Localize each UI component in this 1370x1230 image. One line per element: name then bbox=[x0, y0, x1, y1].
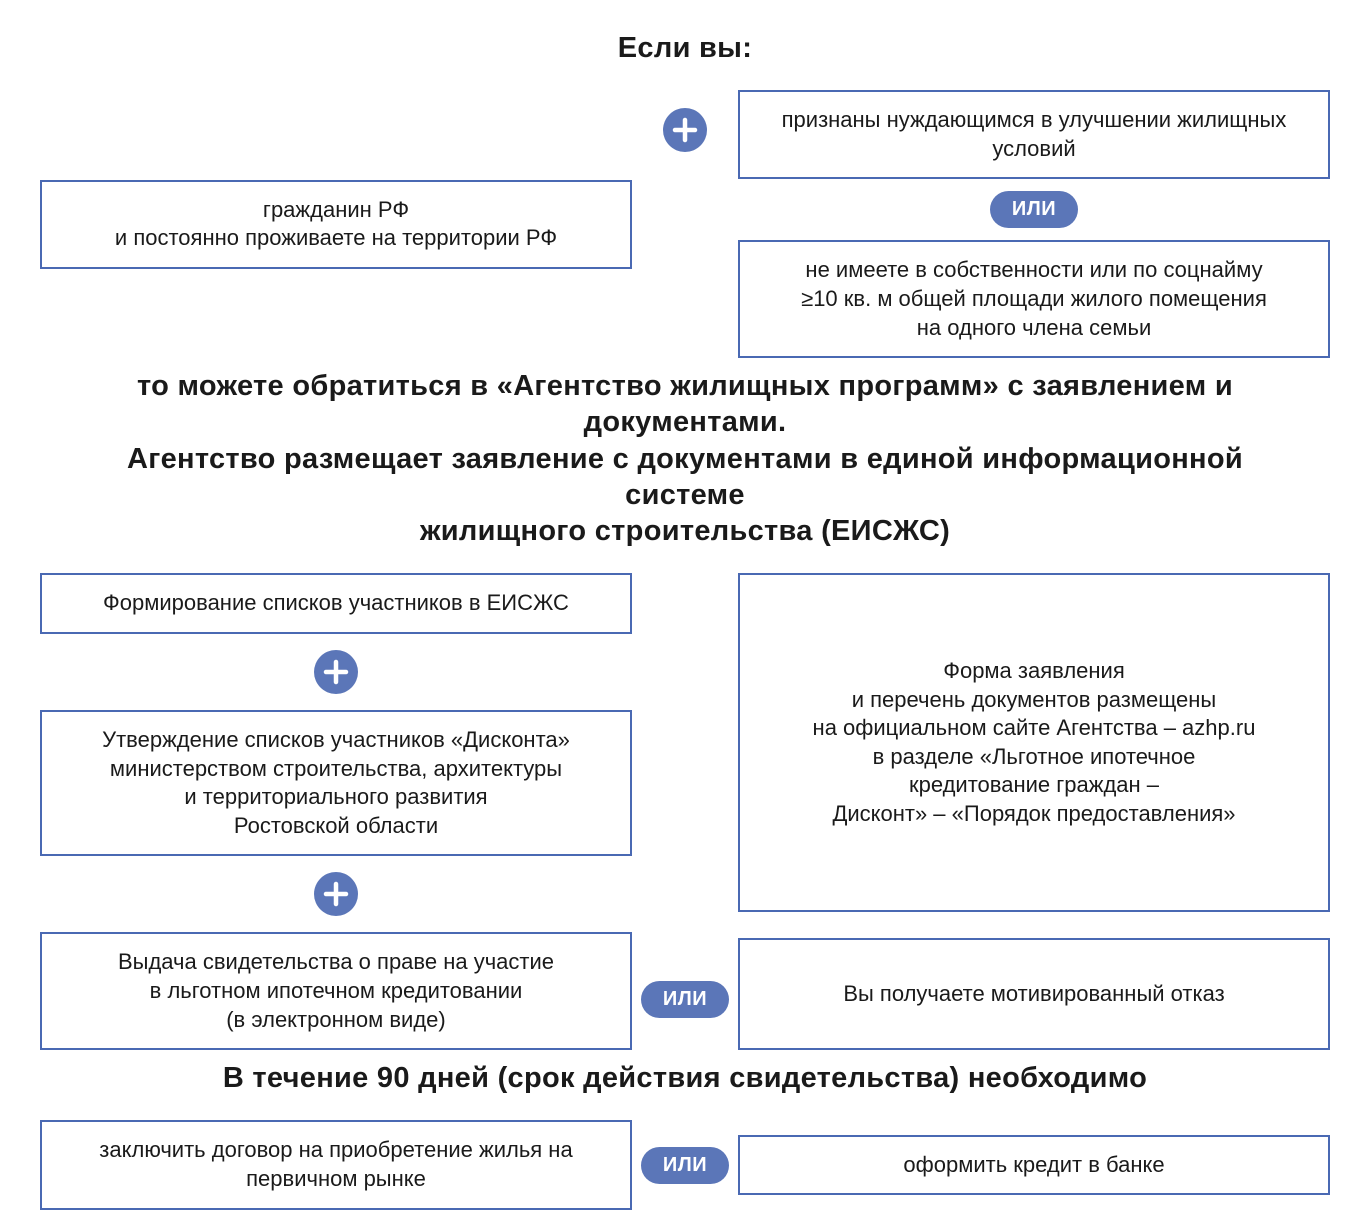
or-pill-process: ИЛИ bbox=[641, 981, 729, 1018]
eligibility-right-column: признаны нуждающимся в улучшении жилищны… bbox=[738, 90, 1330, 358]
eligibility-left-wrap: гражданин РФ и постоянно проживаете на т… bbox=[40, 180, 632, 269]
action-row: заключить договор на приобретение жилья … bbox=[40, 1120, 1330, 1209]
eligibility-no-ownership-box: не имеете в собственности или по соцнайм… bbox=[738, 240, 1330, 358]
heading-90-days: В течение 90 дней (срок действия свидете… bbox=[40, 1060, 1330, 1096]
eligibility-citizen-box: гражданин РФ и постоянно проживаете на т… bbox=[40, 180, 632, 269]
plus-icon bbox=[663, 108, 707, 152]
plus-icon bbox=[314, 650, 358, 694]
eligibility-row: гражданин РФ и постоянно проживаете на т… bbox=[40, 90, 1330, 358]
heading-if-you: Если вы: bbox=[40, 30, 1330, 66]
action-bank-credit-box: оформить кредит в банке bbox=[738, 1135, 1330, 1196]
eligibility-need-improvement-box: признаны нуждающимся в улучшении жилищны… bbox=[738, 90, 1330, 179]
info-documents-box: Форма заявления и перечень документов ра… bbox=[738, 573, 1330, 912]
action-contract-box: заключить договор на приобретение жилья … bbox=[40, 1120, 632, 1209]
step-approval-box: Утверждение списков участников «Дисконта… bbox=[40, 710, 632, 856]
refusal-box: Вы получаете мотивированный отказ bbox=[738, 938, 1330, 1050]
process-right-column: Форма заявления и перечень документов ра… bbox=[738, 573, 1330, 1050]
or-pill-action: ИЛИ bbox=[641, 1147, 729, 1184]
step-certificate-box: Выдача свидетельства о праве на участие … bbox=[40, 932, 632, 1050]
process-left-steps: Формирование списков участников в ЕИСЖС … bbox=[40, 573, 632, 1050]
plus-icon bbox=[314, 872, 358, 916]
step-forming-lists-box: Формирование списков участников в ЕИСЖС bbox=[40, 573, 632, 634]
or-pill-top: ИЛИ bbox=[990, 191, 1078, 228]
or-connector-action: ИЛИ bbox=[650, 1147, 720, 1184]
process-mid-connector: ИЛИ bbox=[650, 573, 720, 1050]
process-section: Формирование списков участников в ЕИСЖС … bbox=[40, 573, 1330, 1050]
heading-agency-apply: то можете обратиться в «Агентство жилищн… bbox=[95, 368, 1275, 549]
plus-connector-top bbox=[650, 108, 720, 152]
